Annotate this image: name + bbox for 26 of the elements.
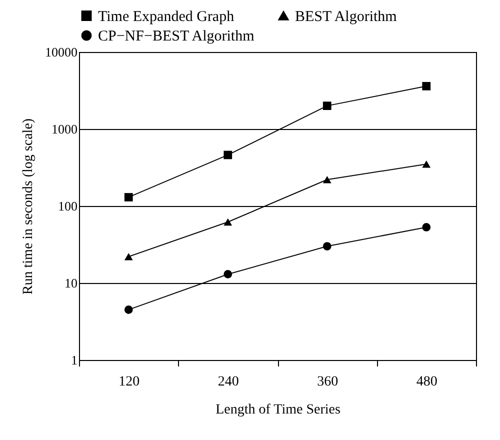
point [124, 253, 133, 260]
y-tick-label: 10000 [45, 44, 78, 60]
x-tick-label: 120 [118, 374, 140, 390]
point [224, 270, 232, 278]
point [224, 150, 232, 160]
y-tick-label: 100 [58, 198, 78, 214]
point [422, 160, 431, 168]
x-tick-label: 240 [218, 374, 239, 390]
point [322, 102, 332, 110]
legend-label: CP−NF−BEST Algorithm [98, 28, 255, 44]
point [224, 218, 232, 226]
point [422, 223, 431, 232]
y-tick-label: 10 [64, 276, 78, 290]
y-tick-label: 1 [71, 352, 78, 368]
point [124, 193, 133, 202]
x-tick-label: 360 [317, 374, 338, 390]
point [322, 242, 332, 250]
x-tick-label: 480 [416, 374, 438, 390]
legend-label: Time Expanded Graph [98, 8, 235, 25]
point [322, 176, 332, 184]
legend-label: BEST Algorithm [295, 8, 398, 25]
point [124, 306, 133, 314]
y-axis-title: Run time in seconds (log scale) [21, 118, 36, 295]
point [422, 82, 431, 90]
y-tick-label: 1000 [52, 122, 78, 136]
x-axis-title: Length of Time Series [216, 402, 340, 418]
